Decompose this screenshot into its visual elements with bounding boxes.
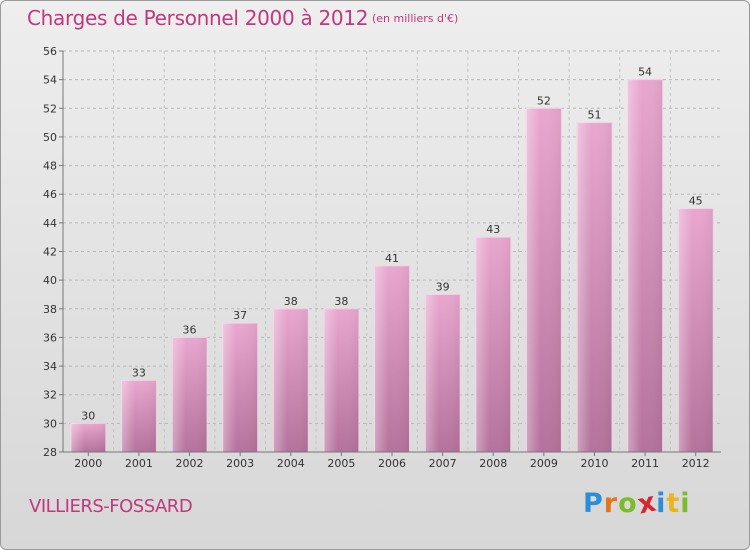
logo-letter: t — [666, 488, 681, 519]
data-label: 38 — [334, 295, 348, 308]
y-tick-label: 34 — [43, 360, 57, 373]
y-tick-label: 54 — [43, 74, 57, 87]
bar-sheen — [425, 294, 461, 452]
data-label: 45 — [689, 195, 703, 208]
x-tick-label: 2009 — [530, 457, 558, 470]
data-label: 39 — [436, 280, 450, 293]
x-tick-label: 2008 — [479, 457, 507, 470]
y-tick-label: 56 — [43, 45, 57, 58]
logo-letter: i — [656, 488, 667, 519]
y-tick-label: 32 — [43, 389, 57, 402]
bar-sheen — [526, 108, 562, 453]
y-tick-label: 30 — [43, 417, 57, 430]
data-label: 38 — [284, 295, 298, 308]
data-label: 41 — [385, 252, 399, 265]
x-tick-label: 2007 — [429, 457, 457, 470]
bar-sheen — [121, 380, 157, 452]
data-label: 36 — [183, 323, 197, 336]
x-tick-label: 2011 — [631, 457, 659, 470]
bar-sheen — [323, 308, 359, 452]
x-tick-label: 2002 — [176, 457, 204, 470]
y-tick-label: 52 — [43, 102, 57, 115]
bar-sheen — [678, 208, 714, 452]
bar-sheen — [374, 265, 410, 452]
y-tick-label: 46 — [43, 188, 57, 201]
y-tick-label: 40 — [43, 274, 57, 287]
data-label: 43 — [486, 223, 500, 236]
x-tick-label: 2000 — [74, 457, 102, 470]
logo-letter: i — [680, 488, 691, 519]
bar-sheen — [70, 423, 106, 452]
data-label: 37 — [233, 309, 247, 322]
bar-sheen — [172, 337, 208, 452]
y-tick-label: 50 — [43, 131, 57, 144]
y-tick-label: 42 — [43, 246, 57, 259]
proxiti-logo: Proxiti — [583, 486, 691, 520]
data-label: 54 — [638, 66, 652, 79]
bar-sheen — [273, 308, 309, 452]
data-label: 33 — [132, 366, 146, 379]
data-label: 30 — [81, 409, 95, 422]
y-tick-label: 44 — [43, 217, 57, 230]
x-tick-label: 2001 — [125, 457, 153, 470]
y-tick-label: 48 — [43, 160, 57, 173]
logo-letter: P — [583, 488, 604, 519]
bar-sheen — [576, 122, 612, 452]
data-label: 52 — [537, 94, 551, 107]
bar-sheen — [627, 79, 663, 453]
commune-name: VILLIERS-FOSSARD — [29, 496, 193, 517]
logo-letter: o — [618, 488, 638, 519]
y-tick-label: 38 — [43, 303, 57, 316]
y-tick-label: 36 — [43, 331, 57, 344]
y-tick-label: 28 — [43, 446, 57, 459]
x-tick-label: 2003 — [226, 457, 254, 470]
data-label: 51 — [587, 109, 601, 122]
bar-sheen — [475, 237, 511, 452]
x-tick-label: 2005 — [327, 457, 355, 470]
chart-title: Charges de Personnel 2000 à 2012 — [27, 6, 369, 30]
x-tick-label: 2012 — [682, 457, 710, 470]
chart-subtitle: (en milliers d'€) — [372, 12, 459, 25]
bar-sheen — [222, 323, 258, 452]
x-tick-label: 2010 — [580, 457, 608, 470]
x-tick-label: 2004 — [277, 457, 305, 470]
logo-letter: r — [603, 488, 619, 519]
x-tick-label: 2006 — [378, 457, 406, 470]
